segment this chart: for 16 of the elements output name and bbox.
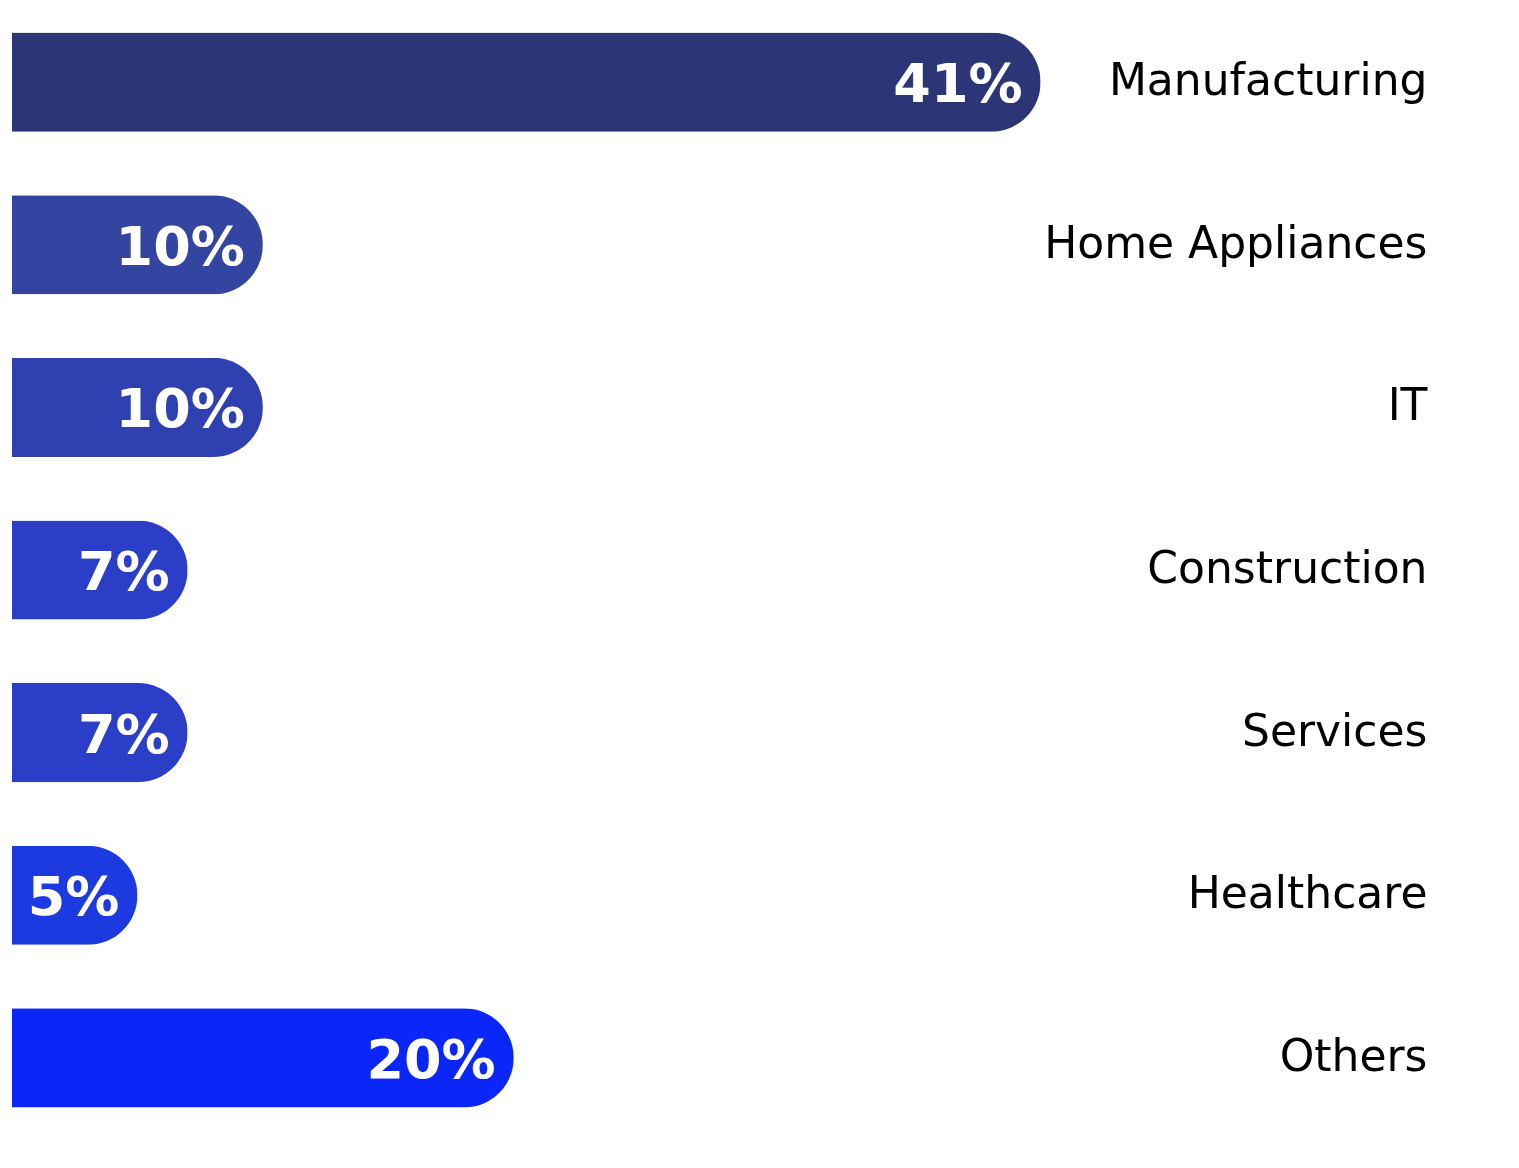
data-label: 5% xyxy=(27,865,120,929)
y-tick-label: Others xyxy=(1279,1029,1428,1081)
data-label: 10% xyxy=(115,214,245,278)
y-tick-label: IT xyxy=(1387,379,1428,431)
data-label: 20% xyxy=(366,1027,496,1091)
data-label: 7% xyxy=(77,702,170,766)
y-tick-label: Construction xyxy=(1147,542,1428,593)
y-tick-label: Home Appliances xyxy=(1044,216,1428,268)
data-label: 10% xyxy=(115,377,245,441)
bar xyxy=(12,1008,514,1108)
y-tick-label: Services xyxy=(1241,704,1428,756)
data-label: 7% xyxy=(77,540,170,603)
bar xyxy=(12,32,1041,132)
y-tick-label: Healthcare xyxy=(1187,867,1428,919)
y-tick-label: Manufacturing xyxy=(1108,54,1428,106)
data-label: 41% xyxy=(893,52,1023,116)
